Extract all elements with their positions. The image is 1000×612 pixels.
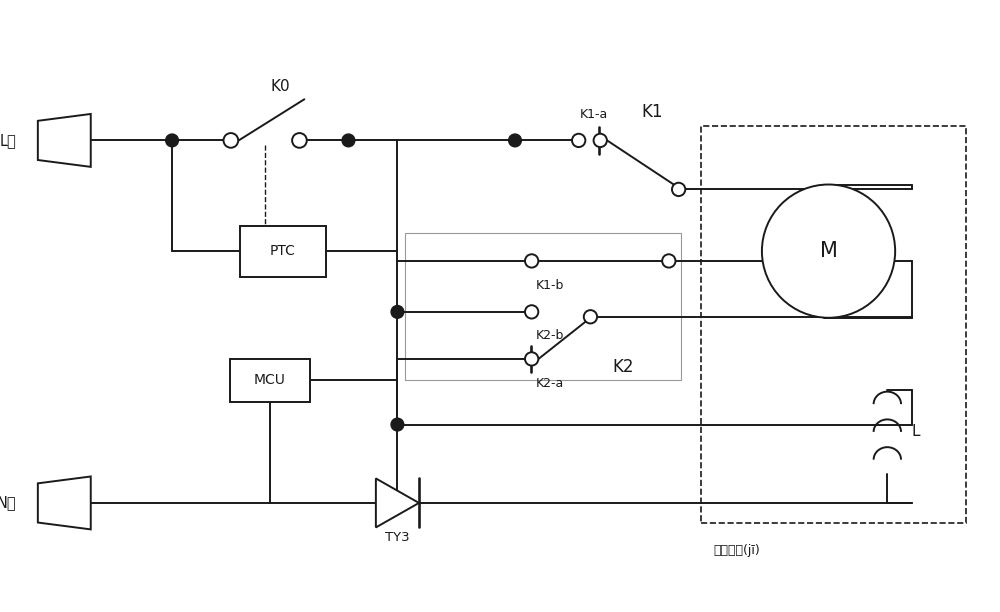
Text: L线: L线 [0,133,16,148]
Circle shape [391,305,404,318]
Text: MCU: MCU [254,373,286,387]
Circle shape [292,133,307,147]
Text: L: L [912,424,920,439]
Text: 串激電機(jī): 串激電機(jī) [713,544,760,557]
Text: M: M [820,241,837,261]
Circle shape [525,353,538,365]
Text: TY3: TY3 [385,531,410,543]
Circle shape [342,134,355,147]
Text: K1: K1 [641,103,663,121]
Circle shape [594,134,607,147]
Circle shape [166,134,178,147]
Text: K2-b: K2-b [536,329,564,341]
Polygon shape [38,114,91,167]
Circle shape [572,134,585,147]
Circle shape [391,418,404,431]
Text: K1-b: K1-b [536,278,564,291]
Circle shape [672,183,685,196]
FancyBboxPatch shape [240,226,326,277]
Text: K0: K0 [270,79,290,94]
Polygon shape [376,479,419,528]
Circle shape [762,184,895,318]
FancyBboxPatch shape [230,359,310,402]
Circle shape [509,134,521,147]
Circle shape [584,310,597,323]
Text: PTC: PTC [270,244,296,258]
Text: K2: K2 [612,358,634,376]
Text: K2-a: K2-a [536,376,564,390]
Text: K1-a: K1-a [580,108,608,121]
Circle shape [224,133,238,147]
Circle shape [662,254,675,267]
Circle shape [525,305,538,318]
Text: N线: N线 [0,496,16,510]
Polygon shape [38,477,91,529]
Circle shape [525,254,538,267]
